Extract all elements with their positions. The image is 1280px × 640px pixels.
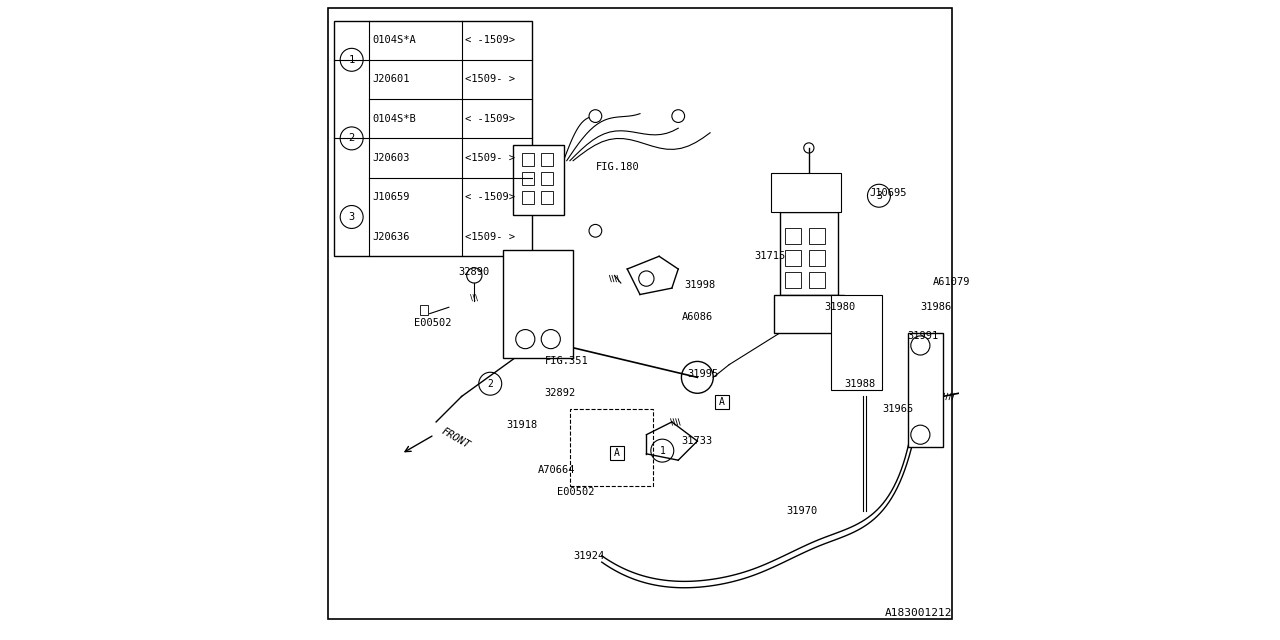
Bar <box>831 294 882 390</box>
Text: A: A <box>614 447 620 458</box>
Text: 31995: 31995 <box>687 369 719 379</box>
Text: A6086: A6086 <box>681 312 713 322</box>
Text: 32890: 32890 <box>458 268 490 277</box>
Text: 31918: 31918 <box>506 420 538 430</box>
Bar <box>420 305 428 315</box>
Text: 0104S*B: 0104S*B <box>372 114 416 124</box>
Text: J10695: J10695 <box>869 188 908 198</box>
Text: J20636: J20636 <box>372 232 410 242</box>
Text: 31715: 31715 <box>755 252 786 261</box>
Text: E00502: E00502 <box>413 318 452 328</box>
Bar <box>522 191 534 204</box>
Bar <box>522 172 534 185</box>
Text: A: A <box>719 397 726 407</box>
Circle shape <box>672 109 685 122</box>
Bar <box>781 212 837 294</box>
Bar <box>716 395 730 409</box>
Text: < -1509>: < -1509> <box>465 193 515 202</box>
Text: 1: 1 <box>659 445 666 456</box>
Text: 31924: 31924 <box>573 551 604 561</box>
Bar <box>541 153 553 166</box>
Text: 32892: 32892 <box>544 388 576 398</box>
Text: FRONT: FRONT <box>439 426 471 450</box>
Bar <box>786 228 801 244</box>
Text: 3: 3 <box>876 191 882 201</box>
Text: 31970: 31970 <box>787 506 818 516</box>
Bar <box>809 250 824 266</box>
Bar <box>541 191 553 204</box>
Text: 31988: 31988 <box>844 379 876 388</box>
Bar <box>503 250 573 358</box>
Text: A61079: A61079 <box>933 276 970 287</box>
Text: 31991: 31991 <box>908 331 940 341</box>
Text: 31965: 31965 <box>882 404 914 414</box>
Bar <box>570 409 653 486</box>
Text: <1509- >: <1509- > <box>465 74 515 84</box>
Text: FIG.351: FIG.351 <box>544 356 589 367</box>
Text: A70664: A70664 <box>538 465 576 475</box>
Text: 31980: 31980 <box>824 302 856 312</box>
Text: J20601: J20601 <box>372 74 410 84</box>
Text: 31733: 31733 <box>681 436 713 446</box>
Bar <box>522 153 534 166</box>
Text: E00502: E00502 <box>557 487 595 497</box>
Text: <1509- >: <1509- > <box>465 153 515 163</box>
Text: 2: 2 <box>348 133 355 143</box>
Bar <box>771 173 841 212</box>
Bar <box>774 294 844 333</box>
Bar <box>786 250 801 266</box>
Bar <box>611 445 625 460</box>
Text: 3: 3 <box>348 212 355 222</box>
Text: A183001212: A183001212 <box>884 608 952 618</box>
Text: <1509- >: <1509- > <box>465 232 515 242</box>
Bar <box>334 20 531 256</box>
Text: 31998: 31998 <box>685 280 716 290</box>
Text: < -1509>: < -1509> <box>465 114 515 124</box>
Text: < -1509>: < -1509> <box>465 35 515 45</box>
Bar <box>809 272 824 288</box>
Text: 0104S*A: 0104S*A <box>372 35 416 45</box>
Text: 1: 1 <box>348 55 355 65</box>
Text: J20603: J20603 <box>372 153 410 163</box>
Text: 2: 2 <box>488 379 493 388</box>
Text: J10659: J10659 <box>372 193 410 202</box>
Bar <box>809 228 824 244</box>
Bar <box>786 272 801 288</box>
Text: 31986: 31986 <box>920 302 951 312</box>
Circle shape <box>589 109 602 122</box>
Bar <box>908 333 942 447</box>
Text: FIG.180: FIG.180 <box>595 162 639 172</box>
Bar <box>512 145 563 215</box>
Bar <box>541 172 553 185</box>
